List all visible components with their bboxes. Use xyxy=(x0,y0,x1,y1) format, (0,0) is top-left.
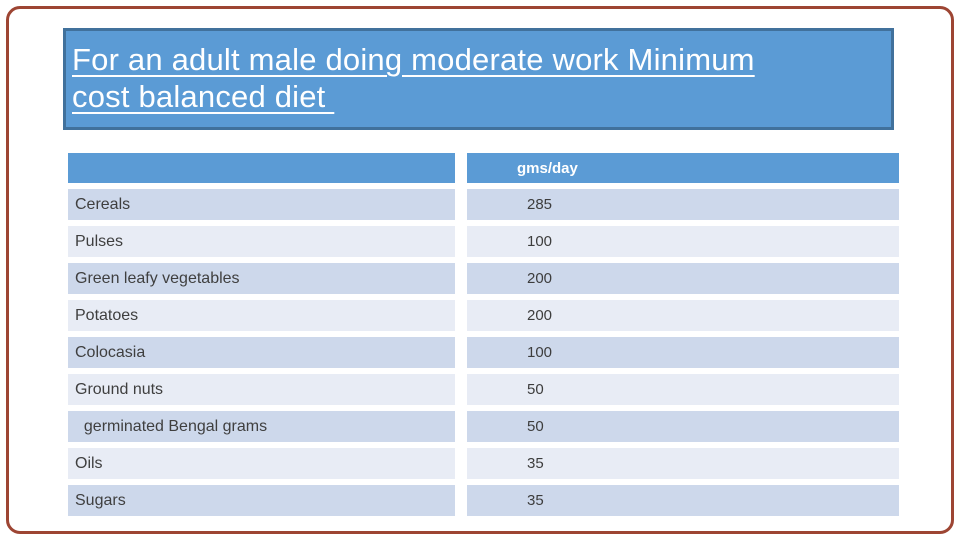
row-label: Ground nuts xyxy=(68,374,455,405)
diet-table: gms/day Cereals 285 Pulses 100 Green lea… xyxy=(68,153,899,516)
row-value: 100 xyxy=(467,226,899,257)
title-line-1: For an adult male doing moderate work Mi… xyxy=(72,42,755,77)
row-label: Pulses xyxy=(68,226,455,257)
row-value: 35 xyxy=(467,485,899,516)
row-value: 35 xyxy=(467,448,899,479)
table-row: Cereals 285 xyxy=(68,189,899,220)
header-value-cell: gms/day xyxy=(467,153,899,183)
row-label: Cereals xyxy=(68,189,455,220)
title-box: For an adult male doing moderate work Mi… xyxy=(63,28,894,130)
row-label: Green leafy vegetables xyxy=(68,263,455,294)
row-label: Colocasia xyxy=(68,337,455,368)
table-row: Oils 35 xyxy=(68,448,899,479)
table-row: Green leafy vegetables 200 xyxy=(68,263,899,294)
table-row: Sugars 35 xyxy=(68,485,899,516)
header-item-cell xyxy=(68,153,455,183)
row-value: 50 xyxy=(467,374,899,405)
table-header-row: gms/day xyxy=(68,153,899,183)
table-row: Pulses 100 xyxy=(68,226,899,257)
row-value: 50 xyxy=(467,411,899,442)
row-label: Oils xyxy=(68,448,455,479)
row-value: 200 xyxy=(467,263,899,294)
row-label: germinated Bengal grams xyxy=(68,411,455,442)
table-row: Potatoes 200 xyxy=(68,300,899,331)
title-line-2: cost balanced diet xyxy=(72,79,335,114)
table-row: germinated Bengal grams 50 xyxy=(68,411,899,442)
row-value: 100 xyxy=(467,337,899,368)
table-row: Colocasia 100 xyxy=(68,337,899,368)
table-row: Ground nuts 50 xyxy=(68,374,899,405)
row-value: 285 xyxy=(467,189,899,220)
row-value: 200 xyxy=(467,300,899,331)
row-label: Sugars xyxy=(68,485,455,516)
row-label: Potatoes xyxy=(68,300,455,331)
